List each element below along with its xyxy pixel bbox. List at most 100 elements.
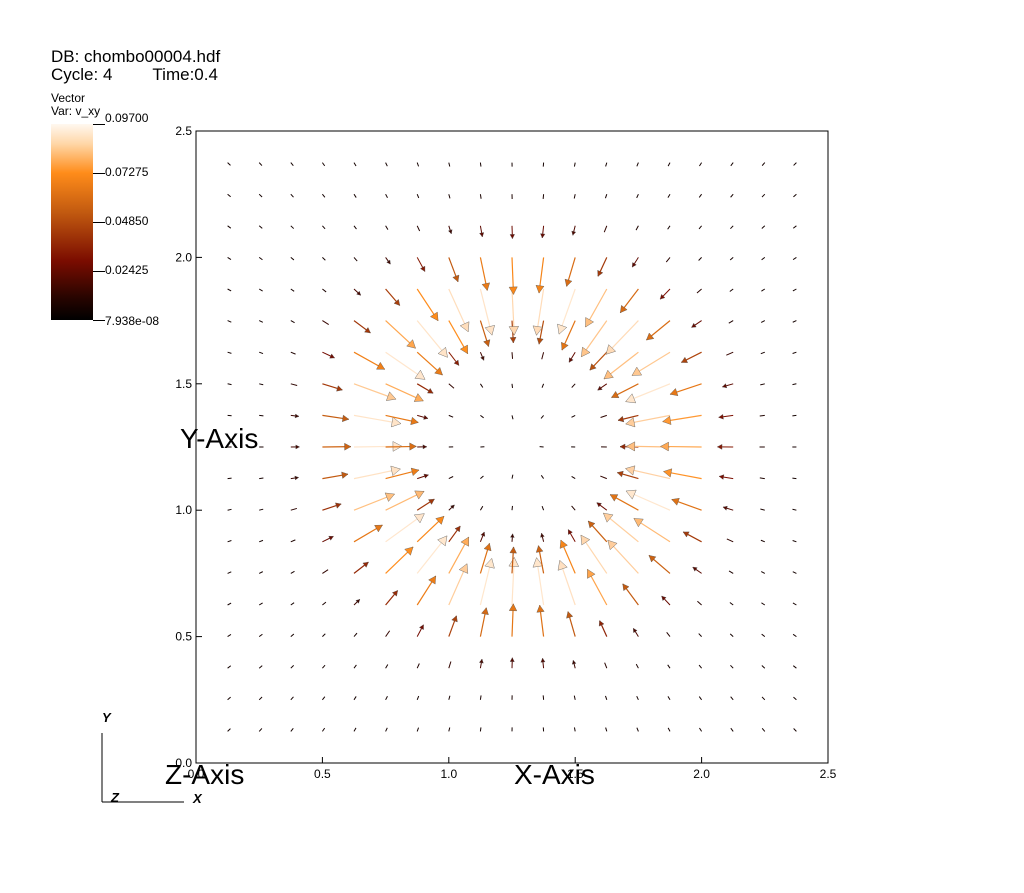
x-tick-label: 1.0 [440,767,457,781]
vector-arrow [566,611,576,637]
vector-arrow-head [540,532,545,538]
vector-arrow-shaft [448,162,451,167]
vector-arrow [385,225,389,230]
vector-arrow [290,570,295,574]
colorbar-tick-max [93,124,105,125]
vector-arrow-shaft [290,288,295,292]
cycle-time-line: Cycle: 4 Time:0.4 [51,66,218,84]
vector-arrow [258,571,264,574]
vector-arrow-shaft [730,696,734,701]
vector-arrow-head [454,525,461,533]
vector-arrow [607,539,639,574]
vector-arrow-head [342,414,350,423]
vector-arrow-shaft [792,383,797,386]
vector-arrow [322,535,334,543]
vector-arrow [479,383,484,388]
vector-arrow-head [437,535,448,547]
vector-arrow-head [660,441,669,452]
vector-arrow-head [536,337,544,345]
vector-arrow-shaft [290,162,294,167]
vector-arrow-head [633,628,638,634]
vector-arrow [698,633,702,637]
vector-arrow-shaft [258,225,263,229]
vector-arrow-shaft [792,288,797,292]
vector-arrow-shaft [258,162,263,166]
vector-arrow [448,320,469,355]
vector-arrow [322,601,327,606]
vector-arrow [636,695,639,701]
vector-arrow [479,505,484,511]
colorbar-tick-1 [93,173,105,174]
vector-arrow [667,696,671,701]
vector-arrow [290,539,296,543]
vector-arrow-head [386,391,397,401]
vector-arrow [258,696,263,701]
vector-arrow-shaft [353,162,357,167]
vector-arrow-shaft [698,225,702,230]
vector-arrow [353,599,361,606]
vector-arrow-shaft [761,225,766,229]
vector-arrow-shaft [416,727,420,732]
vector-arrow-shaft [511,474,514,479]
vector-arrow [448,383,455,389]
vector-arrow-shaft [792,633,797,638]
vector-arrow [353,288,362,296]
vector-arrow [793,162,797,166]
vector-arrow-head [566,611,574,619]
vector-arrow-shaft [667,696,671,701]
vector-arrow [511,352,514,359]
vector-arrow-head [459,321,470,333]
vector-arrow-head [585,317,594,328]
vector-arrow-shaft [540,475,545,479]
vector-arrow-shaft [635,663,639,669]
vector-arrow [385,162,388,167]
vector-arrow-head [404,546,414,556]
vector-arrow-head [481,282,490,291]
vector-arrow-head [450,504,455,510]
vector-arrow [697,600,702,606]
vector-arrow-head [413,513,425,524]
vector-arrow-head [568,357,574,363]
vector-arrow [448,194,451,199]
vector-arrow [536,320,545,345]
vector-arrow [353,632,358,637]
vector-arrow [290,665,295,669]
vector-arrow-head [509,657,515,662]
vector-arrow-shaft [698,696,703,701]
axis-triad: Y Z X [101,710,203,806]
vector-arrow [258,162,263,166]
vector-arrow [730,225,734,230]
vector-arrow-head [422,444,428,450]
vector-arrow-head [691,322,697,328]
vector-arrow-head [458,563,469,574]
vector-arrow [258,665,263,669]
colorbar-label-max: 0.09700 [105,111,149,125]
vector-arrow-shaft [227,383,232,386]
vector-arrow [322,225,326,230]
vector-arrow [258,320,264,323]
vector-arrow-shaft [761,665,766,669]
y-tick-label: 2.5 [175,124,192,138]
vector-arrow-shaft [290,727,294,732]
y-tick-label: 1.5 [175,377,192,391]
vector-arrow-head [344,442,352,451]
vector-arrow-head [597,385,603,391]
vector-arrow [609,494,639,511]
vector-arrow-shaft [353,193,357,198]
vector-arrow-shaft [600,475,607,480]
vector-arrow [667,664,671,669]
vector-arrow-shaft [448,476,454,480]
colorbar-tick-3 [93,271,105,272]
y-axis-title: Y-Axis [180,423,258,454]
vector-arrow [761,162,766,166]
vector-arrow-shaft [290,570,295,574]
vector-arrow [532,557,545,606]
vector-arrow [559,539,576,574]
vector-arrow-head [596,502,602,508]
vector-arrow [353,257,358,262]
vector-arrow [760,571,766,574]
vector-arrow [227,633,232,638]
y-tick-label: 1.0 [175,503,192,517]
vector-arrow [259,383,264,386]
vector-arrow [792,225,797,229]
